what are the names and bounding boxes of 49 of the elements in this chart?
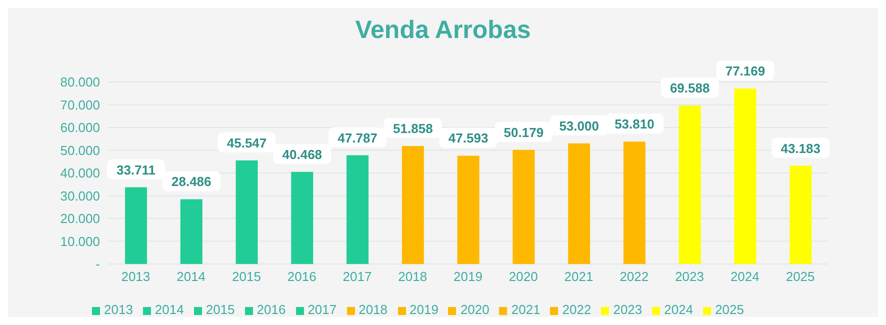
data-label: 28.486	[172, 174, 212, 190]
x-tick-label: 2014	[176, 269, 206, 284]
y-tick-label: 70.000	[60, 97, 100, 112]
legend-label: 2014	[154, 302, 184, 317]
x-tick-label: 2022	[620, 269, 649, 284]
x-tick-label: 2024	[730, 269, 760, 284]
x-tick-label: 2025	[786, 269, 815, 284]
data-label: 43.183	[780, 140, 820, 156]
x-tick-label: 2015	[232, 269, 261, 284]
legend-label: 2016	[256, 302, 286, 317]
y-tick-label: -	[96, 256, 100, 272]
legend-label: 2017	[308, 302, 337, 317]
legend-label: 2020	[460, 302, 490, 317]
x-tick-label: 2018	[398, 269, 428, 284]
legend-label: 2024	[664, 302, 694, 317]
data-label: 53.000	[559, 118, 599, 134]
data-label: 53.810	[614, 116, 654, 132]
legend-label: 2022	[562, 302, 592, 317]
data-label: 77.169	[725, 63, 766, 78]
legend-label: 2023	[613, 302, 642, 317]
x-tick-label: 2017	[342, 269, 372, 284]
data-label: 33.711	[116, 162, 156, 178]
data-label: 40.468	[282, 146, 322, 162]
y-tick-label: 10.000	[60, 234, 100, 249]
x-tick-label: 2020	[508, 269, 538, 284]
legend-label: 2018	[358, 302, 388, 317]
y-tick-label: 40.000	[60, 166, 100, 181]
y-tick-label: 30.000	[60, 188, 100, 204]
y-tick-label: 60.000	[60, 120, 100, 136]
data-label: 45.547	[226, 135, 267, 150]
data-label: 51.858	[393, 121, 433, 136]
x-tick-label: 2019	[454, 269, 482, 284]
y-tick-label: 20.000	[60, 211, 100, 226]
data-label: 47.593	[448, 130, 488, 146]
legend-label: 2019	[410, 302, 438, 317]
data-label: 50.179	[504, 124, 544, 140]
data-label: 69.588	[670, 80, 710, 96]
legend-label: 2015	[206, 302, 235, 317]
y-tick-label: 50.000	[60, 142, 100, 158]
x-tick-label: 2013	[121, 269, 150, 284]
x-tick-label: 2021	[564, 269, 594, 284]
legend-label: 2013	[104, 302, 133, 317]
x-tick-label: 2016	[287, 269, 316, 284]
x-tick-label: 2023	[675, 269, 704, 284]
legend-label: 2025	[715, 302, 744, 317]
chart-title: Venda Arrobas	[354, 15, 532, 46]
y-tick-label: 80.000	[60, 74, 100, 90]
data-label: 47.787	[338, 130, 378, 146]
legend-label: 2021	[511, 302, 540, 317]
